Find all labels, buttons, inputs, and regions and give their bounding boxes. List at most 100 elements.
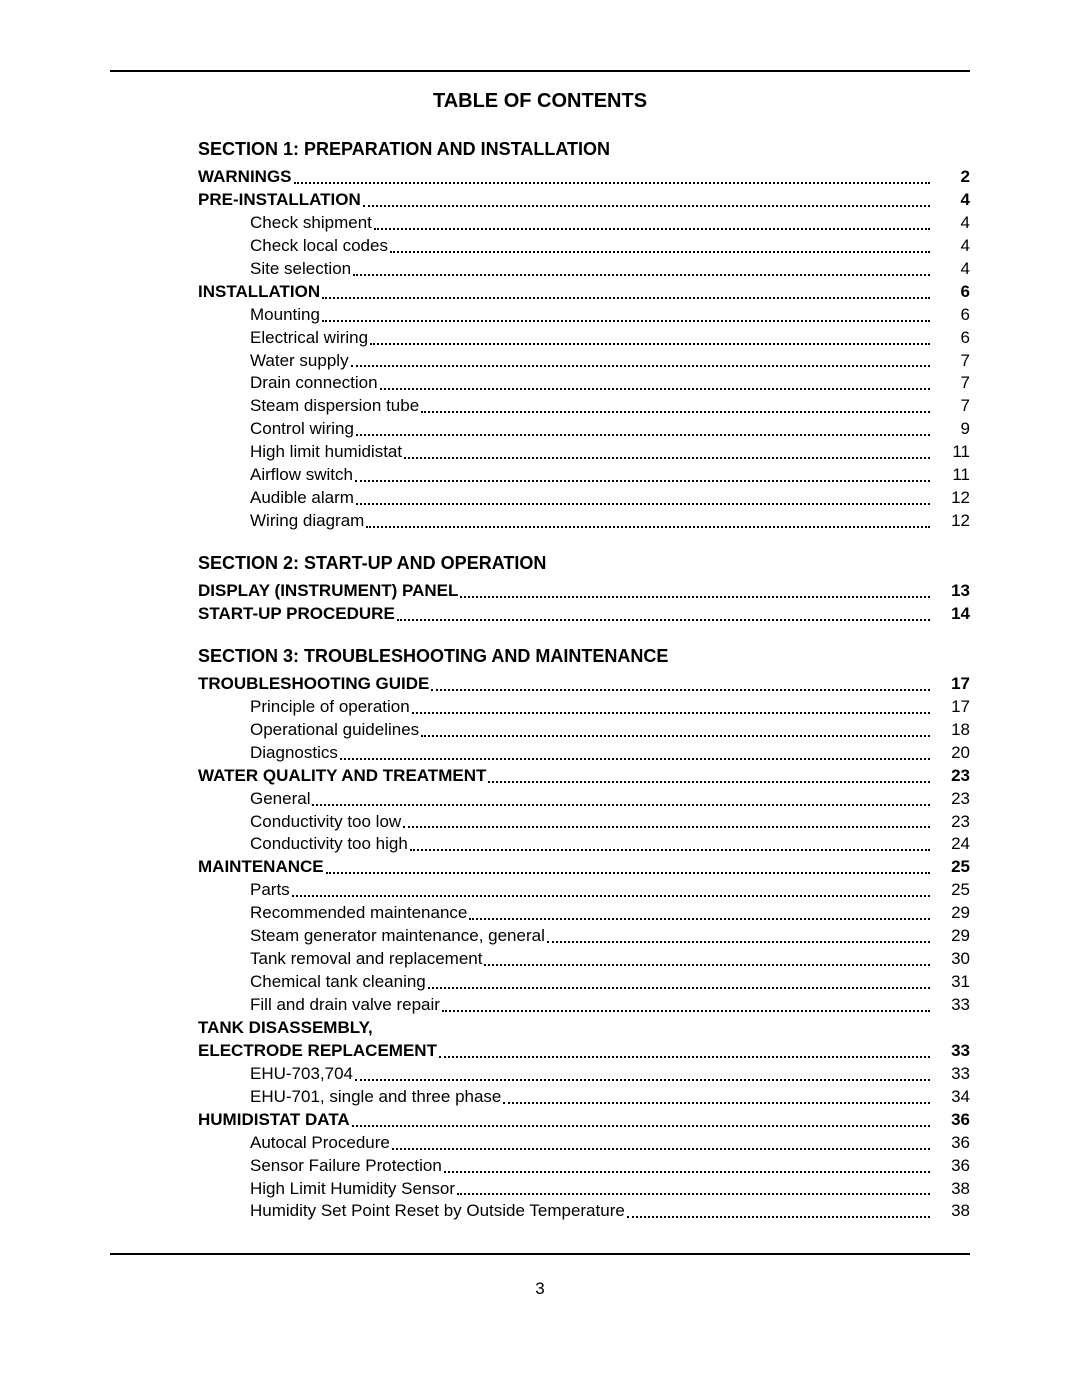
toc-entry-page: 31: [934, 971, 970, 994]
toc-entry-label: Mounting: [250, 304, 320, 327]
toc-sub-entry: Parts25: [250, 879, 970, 902]
toc-entry-label: Sensor Failure Protection: [250, 1155, 442, 1178]
toc-entry-label: TROUBLESHOOTING GUIDE: [198, 673, 429, 696]
toc-entry-page: 4: [934, 258, 970, 281]
toc-dot-leader: [351, 350, 930, 368]
toc-dot-leader: [355, 464, 930, 482]
toc-dot-leader: [352, 1109, 930, 1127]
toc-entry-label: Tank removal and replacement: [250, 948, 482, 971]
toc-dot-leader: [484, 948, 930, 966]
toc-sub-entry: EHU-701, single and three phase34: [250, 1086, 970, 1109]
toc-sub-entry: Drain connection7: [250, 372, 970, 395]
toc-dot-leader: [353, 258, 930, 276]
toc-entry-page: 34: [934, 1086, 970, 1109]
toc-dot-leader: [503, 1086, 930, 1104]
toc-dot-leader: [322, 281, 930, 299]
toc-entry-page: 20: [934, 742, 970, 765]
toc-entry-page: 23: [934, 811, 970, 834]
toc-entry-page: 29: [934, 925, 970, 948]
toc-entry-label: START-UP PROCEDURE: [198, 603, 395, 626]
toc-entry-label: Check local codes: [250, 235, 388, 258]
toc-entry-page: 9: [934, 418, 970, 441]
toc-entry-label: DISPLAY (INSTRUMENT) PANEL: [198, 580, 458, 603]
toc-entry-page: 12: [934, 510, 970, 533]
toc-entry-page: 12: [934, 487, 970, 510]
toc-entry-page: 33: [934, 1063, 970, 1086]
toc-entry-label: EHU-703,704: [250, 1063, 353, 1086]
toc-entry-page: 25: [934, 879, 970, 902]
toc-major-entry: PRE-INSTALLATION 4: [198, 189, 970, 212]
toc-entry-label: Water supply: [250, 350, 349, 373]
toc-entry-label: Diagnostics: [250, 742, 338, 765]
toc-entry-label: INSTALLATION: [198, 281, 320, 304]
toc-dot-leader: [366, 510, 930, 528]
toc-entry-label: Fill and drain valve repair: [250, 994, 440, 1017]
toc-dot-leader: [326, 856, 930, 874]
toc-dot-leader: [322, 304, 930, 322]
toc-major-entry: ELECTRODE REPLACEMENT33: [198, 1040, 970, 1063]
toc-entry-page: 36: [934, 1132, 970, 1155]
toc-entry-page: 25: [934, 856, 970, 879]
toc-entry-page: 14: [934, 603, 970, 626]
toc-dot-leader: [355, 1063, 930, 1081]
toc-dot-leader: [356, 487, 930, 505]
toc-sub-entry: Sensor Failure Protection 36: [250, 1155, 970, 1178]
toc-entry-label: Conductivity too low: [250, 811, 401, 834]
toc-dot-leader: [390, 235, 930, 253]
toc-entry-page: 17: [934, 696, 970, 719]
toc-dot-leader: [392, 1132, 930, 1150]
toc-entry-label: PRE-INSTALLATION: [198, 189, 361, 212]
toc-dot-leader: [547, 925, 930, 943]
toc-dot-leader: [488, 765, 930, 783]
toc-entry-page: 2: [934, 166, 970, 189]
toc-major-entry: INSTALLATION6: [198, 281, 970, 304]
toc-entry-page: 4: [934, 235, 970, 258]
toc-entry-label: Wiring diagram: [250, 510, 364, 533]
toc-entry-label: Operational guidelines: [250, 719, 419, 742]
toc-entry-page: 4: [934, 212, 970, 235]
toc-dot-leader: [294, 166, 931, 184]
toc-dot-leader: [380, 372, 930, 390]
toc-entry-page: 11: [934, 464, 970, 487]
toc-entry-label: Chemical tank cleaning: [250, 971, 426, 994]
toc-entry-page: 29: [934, 902, 970, 925]
toc-dot-leader: [444, 1155, 930, 1173]
toc-dot-leader: [292, 879, 930, 897]
toc-entry-page: 33: [934, 994, 970, 1017]
toc-dot-leader: [312, 788, 930, 806]
toc-sub-entry: High limit humidistat11: [250, 441, 970, 464]
toc-sub-entry: General23: [250, 788, 970, 811]
toc-sub-entry: Principle of operation17: [250, 696, 970, 719]
toc-sub-entry: Check local codes 4: [250, 235, 970, 258]
toc-sub-entry: Tank removal and replacement30: [250, 948, 970, 971]
toc-entry-label: High Limit Humidity Sensor: [250, 1178, 455, 1201]
toc-entry-page: 7: [934, 372, 970, 395]
toc-sub-entry: Humidity Set Point Reset by Outside Temp…: [250, 1200, 970, 1223]
toc-dot-leader: [460, 580, 930, 598]
toc-entry-label: WATER QUALITY AND TREATMENT: [198, 765, 486, 788]
toc-major-entry: TANK DISASSEMBLY,: [198, 1017, 970, 1040]
toc-entry-label: Control wiring: [250, 418, 354, 441]
section-heading: SECTION 2: START-UP AND OPERATION: [198, 553, 970, 574]
toc-entry-page: 4: [934, 189, 970, 212]
toc-entry-page: 13: [934, 580, 970, 603]
toc-dot-leader: [370, 327, 930, 345]
toc-sub-entry: Wiring diagram 12: [250, 510, 970, 533]
toc-entry-page: 18: [934, 719, 970, 742]
toc-entry-label: Airflow switch: [250, 464, 353, 487]
top-rule: [110, 70, 970, 72]
toc-sub-entry: Conductivity too low 23: [250, 811, 970, 834]
toc-major-entry: HUMIDISTAT DATA36: [198, 1109, 970, 1132]
toc-sub-entry: Check shipment4: [250, 212, 970, 235]
toc-sub-entry: Airflow switch 11: [250, 464, 970, 487]
toc-sub-entry: Steam generator maintenance, general29: [250, 925, 970, 948]
toc-sub-entry: Site selection4: [250, 258, 970, 281]
toc-major-entry: MAINTENANCE25: [198, 856, 970, 879]
toc-dot-leader: [469, 902, 930, 920]
toc-major-entry: START-UP PROCEDURE 14: [198, 603, 970, 626]
toc-sub-entry: Operational guidelines 18: [250, 719, 970, 742]
toc-entry-page: 17: [934, 673, 970, 696]
toc-dot-leader: [404, 441, 930, 459]
toc-sub-entry: Chemical tank cleaning 31: [250, 971, 970, 994]
toc-entry-page: 36: [934, 1155, 970, 1178]
